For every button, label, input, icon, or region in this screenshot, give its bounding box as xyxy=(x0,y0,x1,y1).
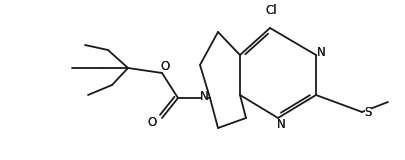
Text: N: N xyxy=(276,119,285,132)
Bar xyxy=(265,5,276,15)
Text: S: S xyxy=(363,105,371,119)
Text: O: O xyxy=(160,60,169,72)
Bar xyxy=(201,92,206,100)
Text: S: S xyxy=(363,105,371,119)
Text: N: N xyxy=(316,45,324,59)
Bar xyxy=(318,48,323,56)
Text: N: N xyxy=(199,89,208,103)
Text: N: N xyxy=(199,89,208,103)
Text: O: O xyxy=(147,116,156,128)
Bar xyxy=(364,108,370,116)
Text: O: O xyxy=(160,60,169,72)
Text: N: N xyxy=(276,119,285,132)
Bar xyxy=(149,117,154,127)
Bar xyxy=(277,120,283,129)
Text: O: O xyxy=(147,116,156,128)
Text: Cl: Cl xyxy=(264,4,276,16)
Text: N: N xyxy=(316,45,324,59)
Text: Cl: Cl xyxy=(264,4,276,16)
Bar xyxy=(162,61,167,71)
